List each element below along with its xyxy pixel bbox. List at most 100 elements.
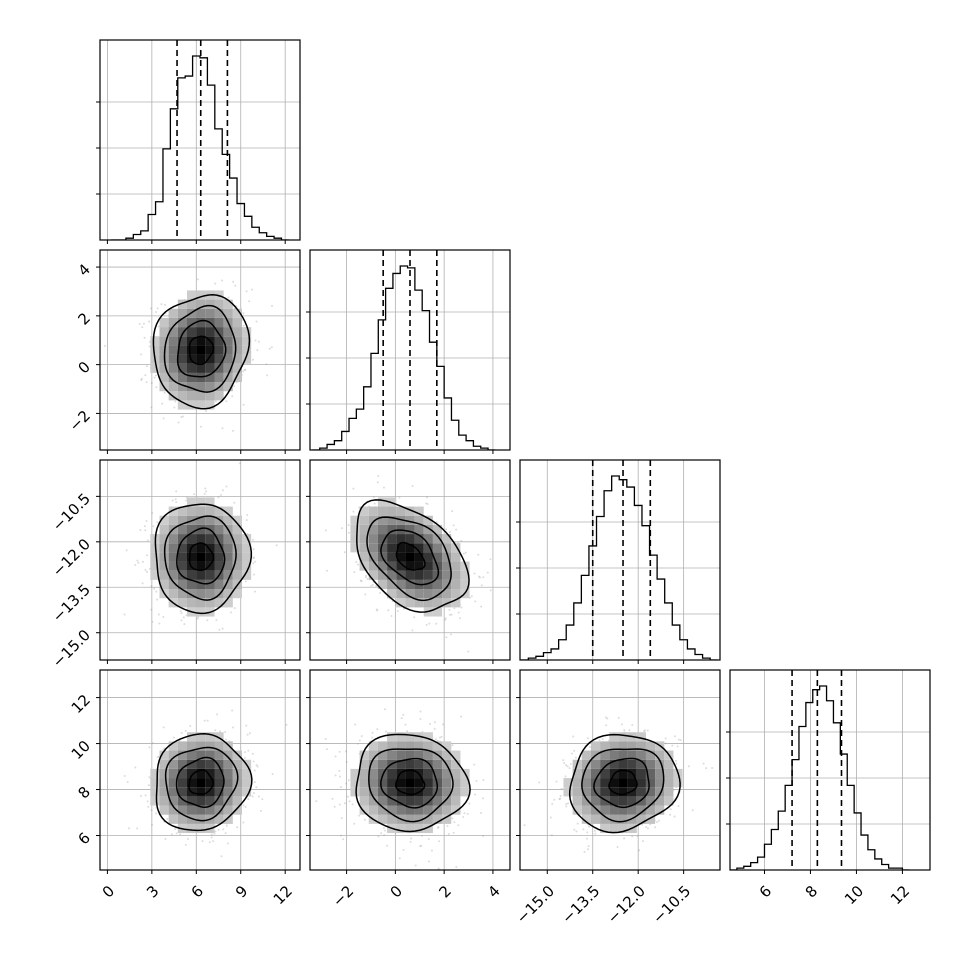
density-cell (159, 363, 169, 373)
density-cell (442, 589, 452, 599)
density-cell (177, 506, 187, 516)
density-cell (177, 400, 187, 410)
density-cell (159, 805, 169, 815)
sample-point (711, 766, 714, 769)
sample-point (576, 822, 579, 825)
sample-point (455, 528, 458, 531)
sample-point (354, 723, 357, 726)
density-cell (442, 579, 452, 590)
density-cell (223, 561, 233, 571)
density-cell (150, 552, 160, 562)
density-cell (368, 552, 378, 562)
density-cell (150, 570, 160, 580)
density-cell (232, 796, 242, 806)
density-cell (168, 768, 178, 779)
sample-point (586, 837, 589, 840)
density-cell (196, 336, 206, 346)
sample-point (161, 402, 164, 405)
sample-point (139, 794, 142, 797)
sample-point (242, 370, 245, 373)
sample-point (256, 765, 259, 768)
density-cell (232, 308, 242, 318)
density-cell (432, 607, 443, 617)
sample-point (402, 848, 405, 851)
sample-point (325, 748, 328, 751)
density-cell (451, 579, 461, 590)
sample-point (145, 571, 148, 574)
density-cell (159, 327, 169, 337)
density-cell (232, 543, 242, 553)
sample-point (358, 814, 361, 817)
contour-line (355, 733, 471, 833)
density-cell (368, 561, 378, 571)
sample-point (674, 759, 677, 762)
sample-point (482, 835, 485, 838)
sample-point (646, 827, 649, 830)
sample-point (377, 474, 380, 477)
sample-point (206, 719, 209, 722)
sample-point (148, 345, 151, 348)
sample-point (232, 429, 235, 432)
sample-point (333, 805, 336, 808)
sample-point (377, 835, 380, 838)
sample-point (705, 767, 708, 770)
sample-point (426, 503, 429, 506)
sample-point (343, 551, 346, 554)
density-cell (451, 778, 461, 788)
density-cell (241, 570, 252, 580)
density-cell (177, 515, 187, 525)
sample-point (384, 730, 387, 733)
density-cell (377, 497, 388, 507)
density-cell (451, 589, 461, 599)
sample-point (558, 798, 561, 801)
density-cell (177, 363, 187, 373)
sample-point (482, 797, 485, 800)
sample-point (150, 382, 153, 385)
density-cell (442, 814, 452, 824)
sample-point (573, 828, 576, 831)
density-cell (387, 561, 397, 571)
sample-point (643, 730, 646, 733)
sample-point (205, 490, 208, 493)
density-cell (168, 506, 178, 516)
sample-point (452, 524, 455, 527)
sample-point (674, 735, 677, 738)
sample-point (220, 279, 223, 282)
density-cell (177, 327, 187, 337)
density-cell (377, 515, 388, 525)
density-cell (414, 589, 424, 599)
density-cell (423, 543, 433, 553)
sample-point (324, 529, 327, 532)
density-cell (205, 354, 215, 364)
sample-point (566, 765, 569, 768)
density-cell (405, 796, 415, 806)
sample-point (617, 716, 620, 719)
sample-point (144, 568, 147, 571)
sample-point (440, 735, 443, 738)
panel-frame (519, 459, 721, 661)
panel-3-2: −15.0 −13.5 −12.0 −10.5 (513, 669, 721, 927)
sample-point (219, 493, 222, 496)
density-cell (223, 515, 233, 525)
sample-point (489, 589, 492, 592)
sample-point (180, 732, 183, 735)
sample-point (574, 756, 577, 759)
contour-line (188, 542, 215, 572)
density-cell (387, 515, 397, 525)
density-cell (359, 750, 369, 760)
sample-point (482, 779, 485, 782)
sample-point (144, 529, 147, 532)
sample-point (155, 590, 158, 593)
sample-point (246, 733, 249, 736)
sample-point (146, 539, 149, 542)
density-cell (159, 750, 169, 760)
sample-point (242, 312, 245, 315)
sample-point (425, 623, 428, 626)
sample-point (475, 780, 478, 783)
density-cell (159, 336, 169, 346)
sample-point (162, 615, 165, 618)
sample-point (271, 772, 274, 775)
density-cell (405, 598, 415, 608)
density-cell (241, 787, 252, 797)
density-cell (177, 299, 187, 309)
